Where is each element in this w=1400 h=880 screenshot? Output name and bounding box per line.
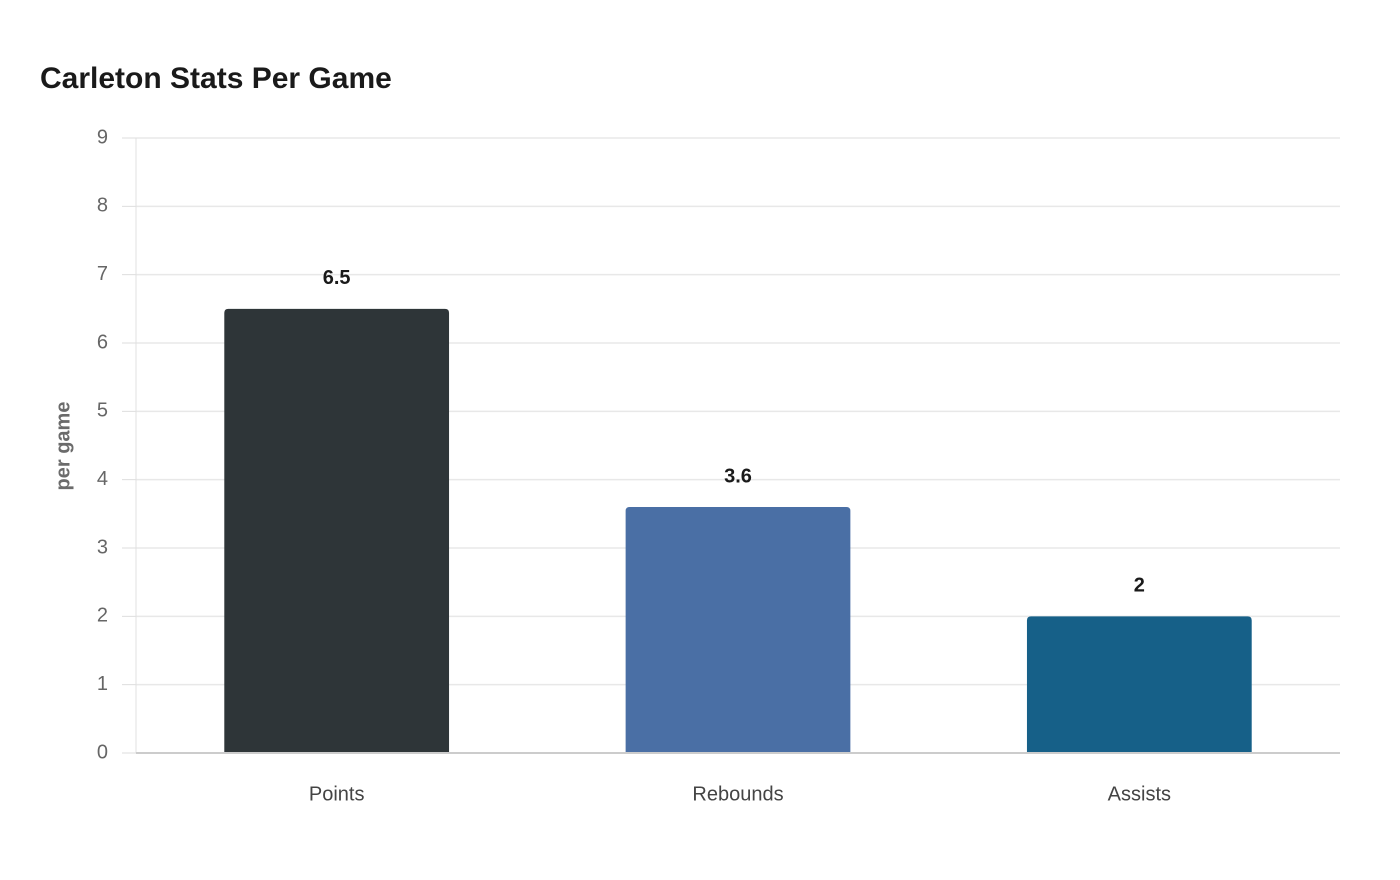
data-label: 2 [1134, 575, 1145, 597]
y-tick-label: 2 [97, 605, 108, 627]
x-tick-label: Points [309, 783, 365, 805]
chart-title: Carleton Stats Per Game [40, 62, 392, 95]
y-tick-label: 9 [97, 126, 108, 148]
y-tick-label: 5 [97, 400, 108, 422]
bar [224, 308, 450, 753]
bar [625, 507, 851, 753]
y-axis-label: per game [52, 402, 74, 491]
y-tick-label: 8 [97, 195, 108, 217]
y-tick-label: 6 [97, 331, 108, 353]
x-tick-label: Assists [1108, 783, 1171, 805]
bar [1026, 616, 1252, 753]
data-label: 3.6 [724, 465, 752, 487]
data-label: 6.5 [323, 267, 351, 289]
y-tick-label: 1 [97, 673, 108, 695]
y-tick-label: 4 [97, 468, 108, 490]
y-tick-label: 7 [97, 263, 108, 285]
y-tick-label: 3 [97, 536, 108, 558]
x-tick-label: Rebounds [692, 783, 783, 805]
y-tick-label: 0 [97, 741, 108, 763]
